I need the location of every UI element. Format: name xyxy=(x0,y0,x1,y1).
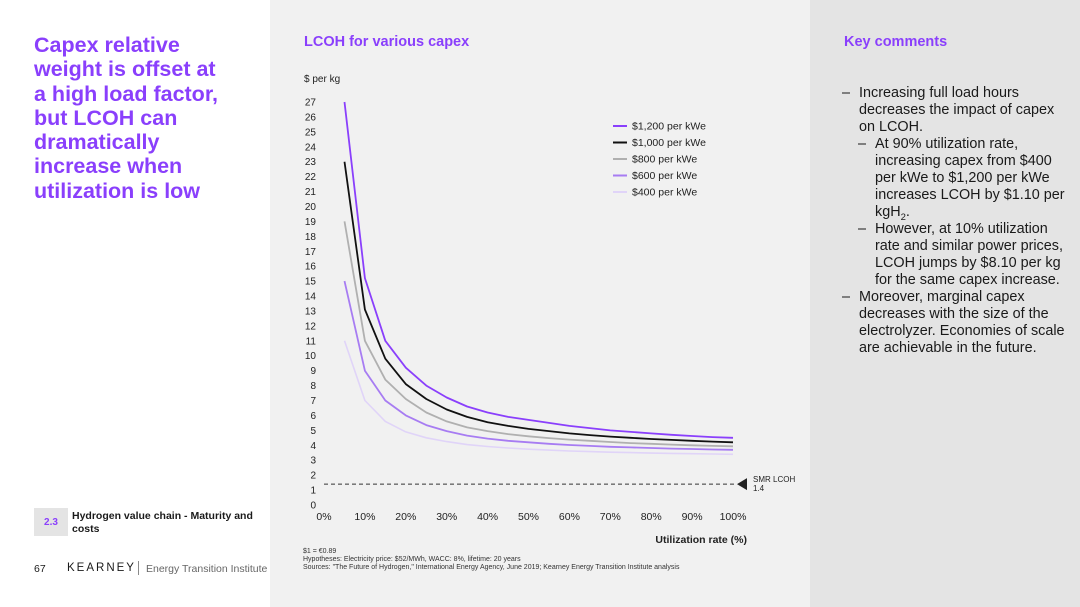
series-line xyxy=(343,280,734,451)
y-tick-label: 27 xyxy=(305,98,317,109)
comment-item: – Increasing full load hours decreases t… xyxy=(842,85,1072,136)
comments-panel xyxy=(810,0,1080,607)
comment-tail: . xyxy=(905,204,910,220)
y-tick-label: 20 xyxy=(305,202,317,213)
x-axis-label: Utilization rate (%) xyxy=(655,534,747,546)
headline-line: but LCOH can xyxy=(34,105,178,130)
comment-text: However, at 10% utilization rate and sim… xyxy=(875,221,1063,288)
footnote-hypotheses: Hypotheses: Electricity price: $52/MWh, … xyxy=(303,556,521,564)
y-tick-label: 19 xyxy=(305,217,317,228)
y-tick-label: 0 xyxy=(310,501,316,512)
x-tick-label: 70% xyxy=(600,511,621,523)
chart-panel xyxy=(270,0,810,607)
y-tick-label: 12 xyxy=(305,321,317,332)
y-tick-label: 8 xyxy=(310,381,316,392)
y-tick-label: 14 xyxy=(305,292,317,303)
y-tick-label: 5 xyxy=(310,426,316,437)
reference-value: 1.4 xyxy=(753,484,765,493)
series-line xyxy=(343,101,734,439)
brand-divider xyxy=(138,561,139,575)
comment-subitem: – However, at 10% utilization rate and s… xyxy=(842,221,1072,289)
y-tick-label: 1 xyxy=(310,486,316,497)
x-tick-label: 50% xyxy=(518,511,539,523)
y-tick-label: 24 xyxy=(305,142,317,153)
dash-bullet: – xyxy=(858,221,867,237)
series-line xyxy=(343,340,734,456)
subscript: 2 xyxy=(900,211,906,223)
footnote-currency: $1 = €0.89 xyxy=(303,548,337,555)
comment-subitem: – At 90% utilization rate, increasing ca… xyxy=(842,136,1072,223)
y-tick-label: 21 xyxy=(305,187,317,198)
y-tick-label: 2 xyxy=(310,471,316,482)
y-tick-label: 6 xyxy=(310,411,316,422)
y-tick-label: 15 xyxy=(305,277,317,288)
reference-label: SMR LCOH xyxy=(753,475,795,484)
series-line xyxy=(343,221,734,448)
x-tick-label: 20% xyxy=(395,511,416,523)
brand-logo: KEARNEY xyxy=(67,562,136,574)
brand-subtitle: Energy Transition Institute xyxy=(146,563,268,575)
legend-label: $400 per kWe xyxy=(632,187,697,199)
x-tick-label: 100% xyxy=(720,511,747,523)
headline-line: weight is offset at xyxy=(34,57,216,82)
y-tick-label: 13 xyxy=(305,306,317,317)
section-title: Hydrogen value chain - Maturity and cost… xyxy=(72,510,253,535)
page-number: 67 xyxy=(34,563,46,575)
legend-label: $1,200 per kWe xyxy=(632,121,706,133)
x-tick-label: 30% xyxy=(436,511,457,523)
x-tick-label: 60% xyxy=(559,511,580,523)
x-tick-label: 40% xyxy=(477,511,498,523)
headline-line: Capex relative xyxy=(34,33,180,57)
y-tick-label: 10 xyxy=(305,351,317,362)
x-tick-label: 0% xyxy=(316,511,331,523)
chart-title: LCOH for various capex xyxy=(304,34,470,50)
y-axis-label: $ per kg xyxy=(304,74,340,85)
reference-marker xyxy=(737,478,747,491)
headline-line: increase when xyxy=(34,154,183,179)
y-tick-label: 3 xyxy=(310,456,316,467)
chart-footnotes: $1 = €0.89 Hypotheses: Electricity price… xyxy=(303,548,679,573)
dash-bullet: – xyxy=(858,136,867,152)
headline-line: a high load factor, xyxy=(34,81,218,106)
headline-line: dramatically xyxy=(34,130,160,155)
legend-label: $600 per kWe xyxy=(632,170,697,182)
dash-bullet: – xyxy=(842,85,851,101)
headline-line: utilization is low xyxy=(34,178,201,203)
y-tick-label: 26 xyxy=(305,112,317,123)
lcoh-line-chart: $ per kg01234567891011121314151617181920… xyxy=(304,74,795,546)
key-comments-title: Key comments xyxy=(844,34,948,50)
y-tick-label: 25 xyxy=(305,127,317,138)
y-tick-label: 4 xyxy=(310,441,316,452)
y-tick-label: 16 xyxy=(305,262,317,273)
y-tick-label: 7 xyxy=(310,396,316,407)
key-comments-list: – Increasing full load hours decreases t… xyxy=(842,85,1072,357)
y-tick-label: 11 xyxy=(306,336,317,347)
x-tick-label: 80% xyxy=(641,511,662,523)
y-tick-label: 17 xyxy=(305,247,317,258)
comment-text: Increasing full load hours decreases the… xyxy=(859,85,1055,135)
dash-bullet: – xyxy=(842,289,851,305)
y-tick-label: 23 xyxy=(305,157,317,168)
y-tick-label: 18 xyxy=(305,232,317,243)
y-tick-label: 22 xyxy=(305,172,317,183)
comment-text: Moreover, marginal capex decreases with … xyxy=(859,289,1065,356)
y-tick-label: 9 xyxy=(310,366,316,377)
footnote-sources: Sources: "The Future of Hydrogen," Inter… xyxy=(303,564,680,572)
legend-label: $1,000 per kWe xyxy=(632,137,706,149)
comment-text: At 90% utilization rate, increasing cape… xyxy=(875,136,1065,220)
series-line xyxy=(343,161,734,444)
slide-headline: Capex relative weight is offset at a hig… xyxy=(34,33,259,203)
left-panel xyxy=(0,0,270,607)
x-tick-label: 10% xyxy=(354,511,375,523)
section-number-badge: 2.3 xyxy=(34,508,68,536)
x-tick-label: 90% xyxy=(682,511,703,523)
comment-item: – Moreover, marginal capex decreases wit… xyxy=(842,289,1072,357)
legend-label: $800 per kWe xyxy=(632,154,697,166)
